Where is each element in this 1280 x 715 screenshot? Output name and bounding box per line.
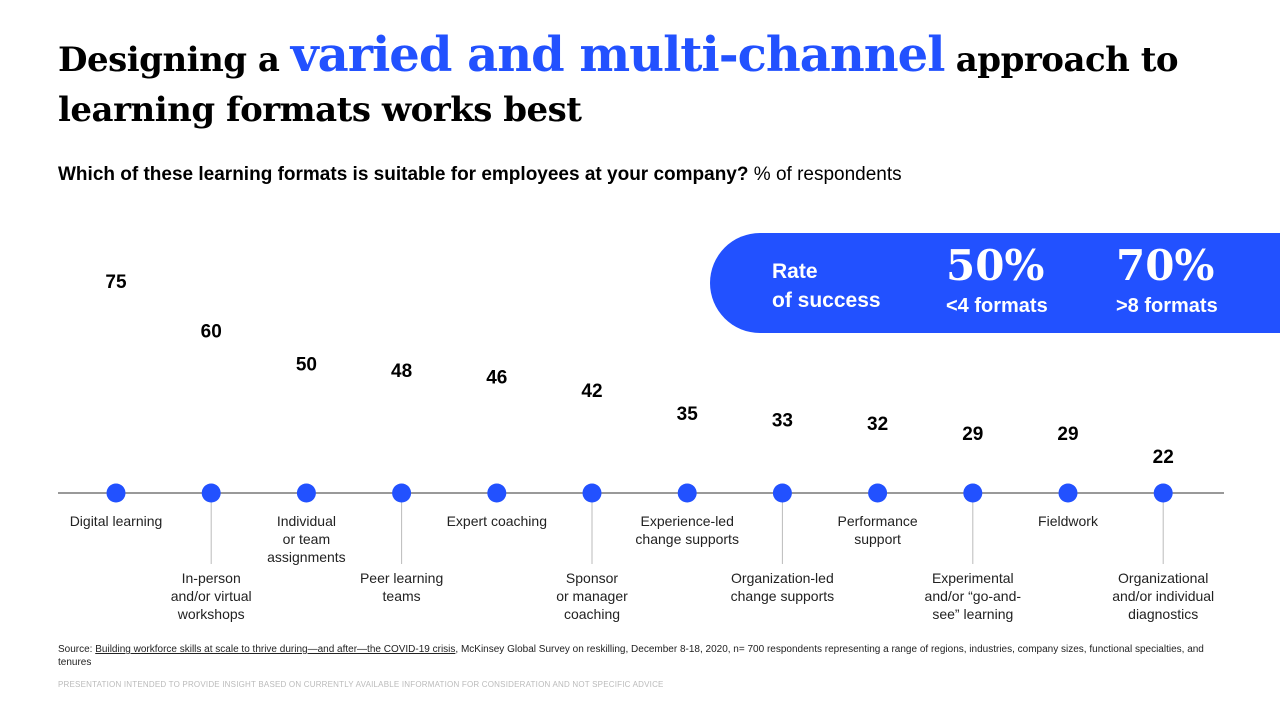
rate-line-2: of success: [772, 289, 881, 312]
category-label-line: Fieldwork: [1038, 513, 1098, 529]
category-label-line: workshops: [177, 606, 245, 622]
category-label-line: Experience-led: [640, 513, 734, 529]
rate-line-1: Rate: [772, 260, 818, 283]
source-link[interactable]: Building workforce skills at scale to th…: [95, 644, 456, 655]
source-prefix: Source:: [58, 644, 96, 655]
category-label-line: coaching: [563, 606, 621, 622]
subtitle-unit: % of respondents: [748, 164, 902, 185]
category-label-line: change supports: [635, 531, 739, 547]
data-label: 32: [867, 414, 888, 435]
category-label-line: Sponsor: [565, 570, 619, 586]
category-label-line: change supports: [730, 588, 835, 604]
data-point: [963, 483, 983, 503]
success-rate-callout: Rate of success 50% <4 formats 70% >8 fo…: [710, 233, 1280, 333]
category-label-line: and/or “go-and-: [924, 588, 1022, 604]
data-label: 33: [772, 411, 793, 432]
data-point: [582, 483, 602, 503]
data-point: [392, 483, 412, 503]
rate-of-success-label: Rate of success: [772, 257, 881, 315]
learning-formats-chart: 75 60 50 48 46 42 35 33 32 29 29 22: [58, 272, 1224, 564]
category-label: Performance support: [803, 512, 953, 548]
category-label-line: assignments: [267, 549, 346, 565]
data-label: 48: [391, 361, 412, 382]
data-point: [868, 483, 888, 503]
data-point: [487, 483, 507, 503]
data-label: 29: [962, 424, 983, 445]
data-label: 35: [677, 404, 699, 425]
category-label-line: Performance: [837, 513, 918, 529]
data-label: 60: [201, 322, 222, 343]
title-highlight: varied and multi-channel: [290, 27, 946, 83]
category-label: Expert coaching: [422, 512, 572, 530]
category-label-line: or team: [282, 531, 331, 547]
category-label-line: Digital learning: [69, 513, 163, 529]
data-point: [1058, 483, 1078, 503]
page-title: Designing a varied and multi-channel app…: [58, 30, 1238, 135]
title-part1: Designing a: [58, 40, 291, 80]
chart-subtitle: Which of these learning formats is suita…: [58, 164, 902, 186]
category-label: Peer learning teams: [327, 569, 477, 605]
stat-2-value: 70%: [1116, 241, 1215, 290]
category-label: Organization-led change supports: [707, 569, 857, 605]
disclaimer: PRESENTATION INTENDED TO PROVIDE INSIGHT…: [58, 680, 664, 689]
category-label-line: and/or individual: [1112, 588, 1215, 604]
data-point: [106, 483, 126, 503]
category-label: Individual or team assignments: [231, 512, 381, 566]
category-label: Experimental and/or “go-and-see” learning: [898, 569, 1048, 623]
category-label-line: Peer learning: [359, 570, 444, 586]
category-label: Sponsor or manager coaching: [517, 569, 667, 623]
source-note: Source: Building workforce skills at sca…: [58, 643, 1228, 669]
category-label: In-person and/or virtual workshops: [136, 569, 286, 623]
category-label-line: In-person: [181, 570, 241, 586]
source-details: , McKinsey Global Survey on reskilling, …: [58, 644, 1204, 668]
category-label-line: diagnostics: [1128, 606, 1199, 622]
title-part2: approach to learning formats works best: [58, 40, 1179, 130]
category-label-line: Individual: [276, 513, 336, 529]
data-point: [772, 483, 792, 503]
category-label-line: support: [854, 531, 901, 547]
category-label-line: Organizational: [1118, 570, 1209, 586]
category-label: Fieldwork: [993, 512, 1143, 530]
data-label: 22: [1153, 447, 1174, 468]
category-label-line: see” learning: [932, 606, 1014, 622]
data-point: [296, 483, 316, 503]
subtitle-question: Which of these learning formats is suita…: [58, 164, 749, 185]
category-label-line: Experimental: [931, 570, 1014, 586]
data-point: [201, 483, 221, 503]
category-label-line: or manager: [556, 588, 628, 604]
data-label: 75: [105, 272, 127, 293]
stat-1-label: <4 formats: [946, 295, 1048, 317]
category-label-line: Organization-led: [731, 570, 834, 586]
category-label: Digital learning: [41, 512, 191, 530]
data-point: [1153, 483, 1173, 503]
data-label: 29: [1057, 424, 1078, 445]
category-label-line: and/or virtual: [170, 588, 252, 604]
stat-2-label: >8 formats: [1116, 295, 1218, 317]
category-label-line: Expert coaching: [446, 513, 547, 529]
data-point: [677, 483, 697, 503]
data-label: 50: [296, 355, 317, 376]
category-label: Experience-led change supports: [612, 512, 762, 548]
category-label-line: teams: [382, 588, 421, 604]
data-label: 46: [486, 368, 507, 389]
stat-1-value: 50%: [946, 241, 1045, 290]
category-label: Organizational and/or individual diagnosti…: [1088, 569, 1238, 623]
data-label: 42: [581, 381, 602, 402]
